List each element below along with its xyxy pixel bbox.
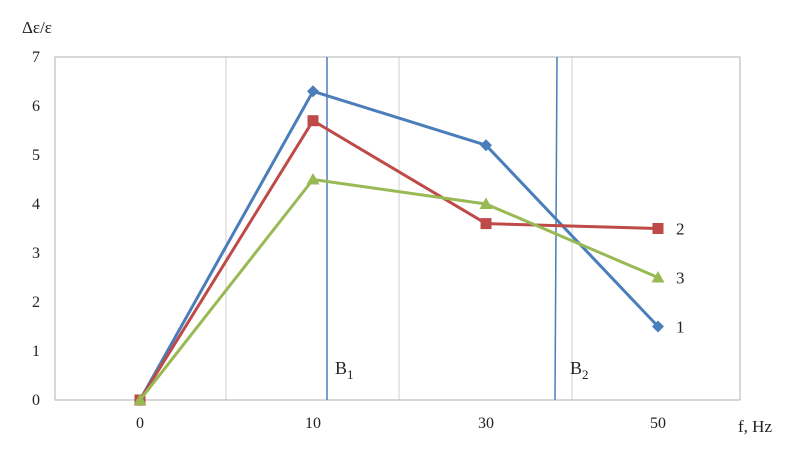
series-3-point — [479, 197, 493, 209]
y-tick-label: 0 — [32, 392, 40, 409]
x-tick-labels: 0 10 30 50 — [136, 415, 666, 432]
series-3-point — [133, 393, 147, 405]
series-1-point — [480, 139, 492, 152]
series-2-line — [138, 119, 659, 401]
series-3: 3 — [133, 173, 685, 405]
marker-label-b1: B1 — [335, 358, 354, 382]
y-tick-label: 1 — [32, 343, 40, 360]
series-1-point — [652, 320, 664, 333]
series-2-point — [652, 223, 664, 234]
series-1-point — [307, 85, 319, 98]
series-1: 1 — [134, 85, 685, 406]
y-tick-labels: 0 1 2 3 4 5 6 7 — [32, 49, 40, 409]
y-tick-label: 7 — [32, 49, 40, 66]
x-tick-label: 50 — [650, 415, 666, 432]
marker-line-b2 — [554, 56, 558, 401]
x-axis-label: f, Hz — [738, 417, 772, 436]
vertical-markers: B1 B2 — [326, 56, 589, 401]
x-tick-label: 0 — [136, 415, 144, 432]
series-3-point — [306, 173, 320, 185]
series-2-point — [307, 115, 319, 127]
y-axis-label: Δε/ε — [22, 18, 52, 37]
series-layer: 1 2 3 — [133, 85, 685, 406]
series-3-line — [138, 178, 659, 401]
plot-area — [54, 56, 741, 401]
series-3-label: 3 — [676, 269, 685, 288]
grid-lines — [225, 57, 573, 400]
y-tick-label: 4 — [32, 196, 40, 213]
series-2-point — [480, 218, 492, 230]
series-3-point — [651, 271, 665, 283]
series-1-line — [138, 89, 660, 401]
series-1-label: 1 — [676, 318, 685, 337]
marker-label-b2: B2 — [570, 358, 589, 382]
y-tick-label: 5 — [32, 147, 40, 164]
y-tick-label: 3 — [32, 245, 40, 262]
y-tick-label: 2 — [32, 294, 40, 311]
series-2-label: 2 — [676, 220, 685, 239]
x-tick-label: 30 — [478, 415, 494, 432]
y-tick-label: 6 — [32, 98, 40, 115]
x-tick-label: 10 — [305, 415, 321, 432]
